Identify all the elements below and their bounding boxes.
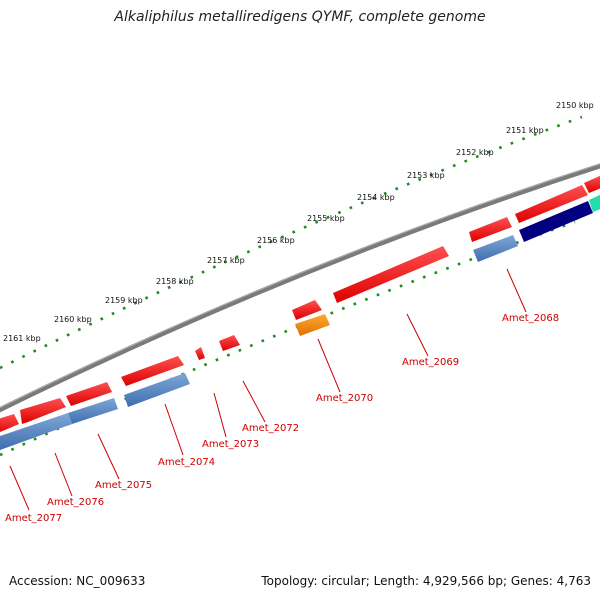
kbp-2156-label: 2156 kbp xyxy=(257,236,295,245)
leader-amet-2076 xyxy=(54,452,73,497)
gene-amet-2072-forward[interactable] xyxy=(219,335,240,351)
leader-amet-2069 xyxy=(406,313,429,357)
kbp-2158-label: 2158 kbp xyxy=(156,277,194,286)
gene-amet-2076-reverse[interactable] xyxy=(0,413,72,450)
gene-amet-2074-forward[interactable] xyxy=(121,356,184,386)
gene-amet-2070-forward[interactable] xyxy=(292,300,322,320)
kbp-2154-label: 2154 kbp xyxy=(357,193,395,202)
kbp-2151-label: 2151 kbp xyxy=(506,126,544,135)
gene-label-amet-2068[interactable]: Amet_2068 xyxy=(502,313,559,324)
leader-amet-2072 xyxy=(242,380,266,423)
kbp-2160-label: 2160 kbp xyxy=(54,315,92,324)
gene-amet-2075-reverse[interactable] xyxy=(68,398,118,424)
gene-label-amet-2070[interactable]: Amet_2070 xyxy=(316,393,373,404)
genome-summary-text: Topology: circular; Length: 4,929,566 bp… xyxy=(261,574,591,588)
gene-amet-2067-forward[interactable] xyxy=(515,185,588,223)
gene-label-amet-2077[interactable]: Amet_2077 xyxy=(5,513,62,524)
gene-amet-2075-forward[interactable] xyxy=(66,382,112,406)
gene-label-amet-2074[interactable]: Amet_2074 xyxy=(158,457,215,468)
gene-labels: Amet_2068 Amet_2069 Amet_2070 Amet_2072 … xyxy=(5,313,559,524)
gene-amet-2066-reverse[interactable] xyxy=(589,194,600,212)
gene-amet-2068-forward[interactable] xyxy=(469,217,512,242)
gene-label-amet-2069[interactable]: Amet_2069 xyxy=(402,357,459,368)
kbp-2150-label: 2150 kbp xyxy=(556,101,594,110)
kbp-2153-label: 2153 kbp xyxy=(407,171,445,180)
gene-amet-2073-forward[interactable] xyxy=(195,347,205,360)
kbp-2152-label: 2152 kbp xyxy=(456,148,494,157)
accession-text: Accession: NC_009633 xyxy=(9,574,146,588)
gene-label-amet-2075[interactable]: Amet_2075 xyxy=(95,480,152,491)
gene-amet-2067-reverse[interactable] xyxy=(519,201,593,242)
gene-amet-2074-reverse[interactable] xyxy=(124,373,190,407)
kbp-2161-label: 2161 kbp xyxy=(3,334,41,343)
leader-amet-2068 xyxy=(506,268,527,313)
gene-amet-2070-reverse[interactable] xyxy=(295,314,330,336)
forward-strand-genes xyxy=(0,175,600,434)
gene-amet-2066-forward[interactable] xyxy=(584,175,600,193)
kbp-2157-label: 2157 kbp xyxy=(207,256,245,265)
reverse-strand-genes xyxy=(0,194,600,450)
map-title: Alkaliphilus metalliredigens QYMF, compl… xyxy=(114,9,486,25)
gene-label-amet-2072[interactable]: Amet_2072 xyxy=(242,423,299,434)
kbp-tick-labels: 2150 kbp 2151 kbp 2152 kbp 2153 kbp 2154… xyxy=(3,101,594,343)
leader-amet-2077 xyxy=(9,465,30,511)
gene-amet-2069-forward[interactable] xyxy=(333,246,449,303)
gene-label-amet-2076[interactable]: Amet_2076 xyxy=(47,497,104,508)
kbp-2155-label: 2155 kbp xyxy=(307,214,345,223)
genome-backbone xyxy=(0,163,600,413)
gene-amet-2076-forward[interactable] xyxy=(20,398,66,424)
gene-label-amet-2073[interactable]: Amet_2073 xyxy=(202,439,259,450)
leader-amet-2075 xyxy=(97,433,120,480)
kbp-2159-label: 2159 kbp xyxy=(105,296,143,305)
leader-amet-2070 xyxy=(317,338,341,393)
gene-leader-lines xyxy=(9,268,527,511)
leader-amet-2073 xyxy=(213,392,227,438)
gene-amet-2077-forward[interactable] xyxy=(0,414,19,434)
leader-amet-2074 xyxy=(164,403,184,456)
gene-amet-2068-reverse[interactable] xyxy=(473,235,518,262)
